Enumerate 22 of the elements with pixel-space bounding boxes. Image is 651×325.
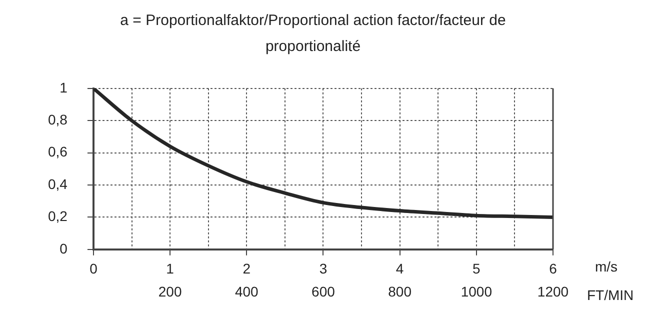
x2-axis-title: FT/MIN — [587, 287, 634, 304]
y-tick-label: 0,8 — [48, 111, 68, 128]
x2-tick-label: 1200 — [537, 283, 569, 300]
x2-tick-label: 1000 — [460, 283, 492, 300]
x-tick-label: 4 — [396, 260, 404, 277]
x-tick-label: 0 — [90, 260, 98, 277]
x2-tick-label: 600 — [312, 283, 336, 300]
x2-tick-label: 400 — [234, 283, 259, 300]
chart-title: a = Proportionalfaktor/Proportional action factor/facteur de proportionalité — [119, 11, 507, 57]
x-axis-title: m/s — [595, 258, 618, 274]
x2-tick-label: 800 — [388, 283, 412, 300]
x-tick-label: 1 — [166, 260, 174, 277]
y-tick-label: 0,2 — [48, 208, 68, 224]
x-tick-label: 2 — [242, 260, 251, 277]
x2-tick-label: 200 — [158, 283, 182, 300]
y-tick-label: 0 — [60, 240, 68, 256]
x-tick-label: 3 — [319, 260, 328, 277]
x-tick-label: 5 — [472, 260, 481, 277]
y-tick-label: 0,6 — [48, 144, 68, 160]
y-tick-label: 0,4 — [48, 176, 68, 192]
x-tick-label: 6 — [549, 260, 558, 277]
y-tick-label: 1 — [60, 79, 68, 96]
